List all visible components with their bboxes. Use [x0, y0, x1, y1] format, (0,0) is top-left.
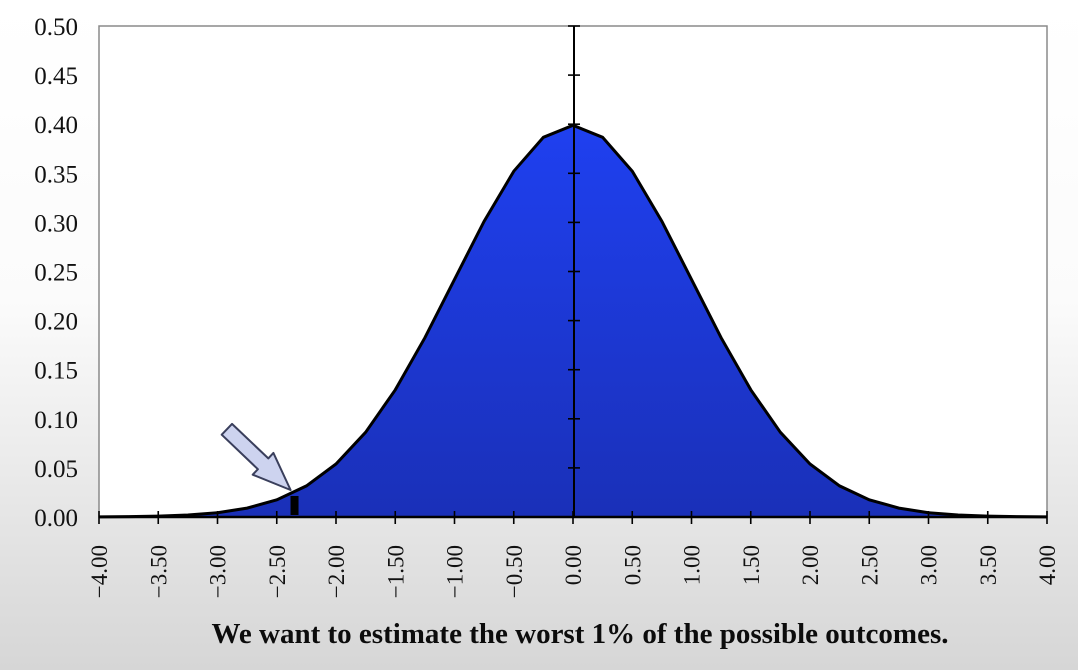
- y-tick-label: 0.00: [34, 505, 78, 532]
- y-tick-label: 0.30: [34, 210, 78, 237]
- x-tick-label: 0.00: [561, 545, 586, 585]
- x-tick-label: 2.50: [857, 545, 882, 585]
- cutoff-marker: [290, 496, 299, 515]
- arrow-annotation: [220, 422, 292, 491]
- x-tick-label: 1.50: [739, 545, 764, 585]
- y-tick-label: 0.05: [34, 456, 78, 483]
- y-tick-label: 0.25: [34, 260, 78, 287]
- y-tick-label: 0.15: [34, 358, 78, 385]
- caption: We want to estimate the worst 1% of the …: [211, 618, 949, 650]
- y-tick-label: 0.40: [34, 112, 78, 139]
- x-tick-label: −4.00: [87, 545, 112, 598]
- x-tick-label: −3.00: [206, 545, 231, 598]
- x-tick-label: 2.00: [798, 545, 823, 585]
- x-tick-label: −1.50: [383, 545, 408, 598]
- y-axis-ticks: 0.00 0.05 0.10 0.15 0.20 0.25 0.30 0.35 0.40 0.45…: [34, 14, 580, 532]
- x-tick-label: 0.50: [620, 545, 645, 585]
- annotations: [220, 422, 299, 515]
- x-tick-label: 3.00: [917, 545, 942, 585]
- x-tick-label: −3.50: [146, 545, 171, 598]
- x-tick-label: −1.00: [443, 545, 468, 598]
- x-tick-label: 3.50: [976, 545, 1001, 585]
- x-tick-label: −2.50: [265, 545, 290, 598]
- x-axis-ticks: −4.00 −3.50 −3.00 −2.50 −2.00 −1.50 −1.00 −0.50…: [87, 511, 1060, 598]
- y-tick-label: 0.45: [34, 63, 78, 90]
- y-tick-label: 0.20: [34, 309, 78, 336]
- y-tick-label: 0.50: [34, 14, 78, 41]
- x-tick-label: −0.50: [502, 545, 527, 598]
- x-tick-label: 1.00: [680, 545, 705, 585]
- x-tick-label: 4.00: [1035, 545, 1060, 585]
- x-tick-label: −2.00: [324, 545, 349, 598]
- y-tick-label: 0.10: [34, 407, 78, 434]
- y-tick-label: 0.35: [34, 161, 78, 188]
